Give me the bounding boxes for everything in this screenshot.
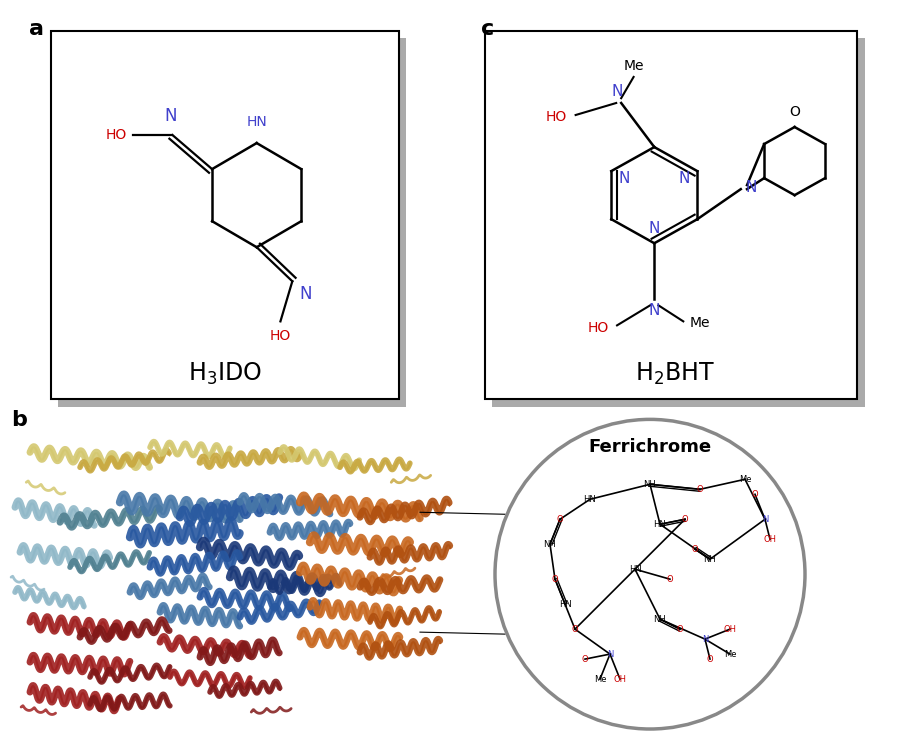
Text: a: a <box>29 19 44 39</box>
Text: HN: HN <box>628 565 642 574</box>
Text: HO: HO <box>546 110 567 124</box>
Text: HN: HN <box>583 495 597 504</box>
Text: OH: OH <box>724 625 736 634</box>
Text: N: N <box>746 180 757 194</box>
Text: Me: Me <box>724 649 736 659</box>
FancyBboxPatch shape <box>492 38 865 407</box>
FancyBboxPatch shape <box>58 38 407 407</box>
Text: O: O <box>581 654 589 663</box>
Text: O: O <box>572 625 579 634</box>
Text: O: O <box>677 625 683 634</box>
Text: N: N <box>618 171 630 186</box>
Text: NH: NH <box>544 539 556 549</box>
Text: Me: Me <box>624 59 644 73</box>
Text: N: N <box>165 107 176 125</box>
Text: c: c <box>482 19 495 39</box>
Text: O: O <box>752 490 759 499</box>
Text: N: N <box>607 649 613 659</box>
Text: N: N <box>611 84 623 99</box>
Text: O: O <box>789 105 800 119</box>
Text: b: b <box>11 410 27 430</box>
Text: OH: OH <box>763 535 777 544</box>
Text: O: O <box>557 515 563 524</box>
Text: HO: HO <box>105 128 127 142</box>
Text: HO: HO <box>270 329 291 344</box>
Text: N: N <box>702 634 708 643</box>
Text: Me: Me <box>739 475 752 484</box>
Text: N: N <box>649 303 660 318</box>
Text: NH: NH <box>653 614 666 623</box>
FancyBboxPatch shape <box>50 31 400 399</box>
Text: O: O <box>697 485 703 493</box>
Text: HO: HO <box>588 321 608 335</box>
Text: OH: OH <box>614 674 626 683</box>
Text: N: N <box>761 515 769 524</box>
Text: O: O <box>692 545 698 554</box>
Text: HN: HN <box>653 519 666 529</box>
Text: O: O <box>681 515 688 524</box>
Text: N: N <box>679 171 690 186</box>
Text: O: O <box>552 575 558 584</box>
Text: N: N <box>649 221 660 236</box>
FancyBboxPatch shape <box>484 31 857 399</box>
Text: Ferrichrome: Ferrichrome <box>589 439 712 456</box>
Text: N: N <box>300 285 312 303</box>
Text: HN: HN <box>247 115 267 129</box>
Text: NH: NH <box>704 555 716 564</box>
Text: HN: HN <box>559 600 572 608</box>
Circle shape <box>495 419 805 729</box>
Text: H$_2$BHT: H$_2$BHT <box>635 361 715 387</box>
Text: NH: NH <box>644 480 656 489</box>
Text: Me: Me <box>689 316 710 330</box>
Text: O: O <box>667 575 673 584</box>
Text: O: O <box>706 654 714 663</box>
Text: H$_3$IDO: H$_3$IDO <box>188 361 262 387</box>
Text: Me: Me <box>594 674 607 683</box>
